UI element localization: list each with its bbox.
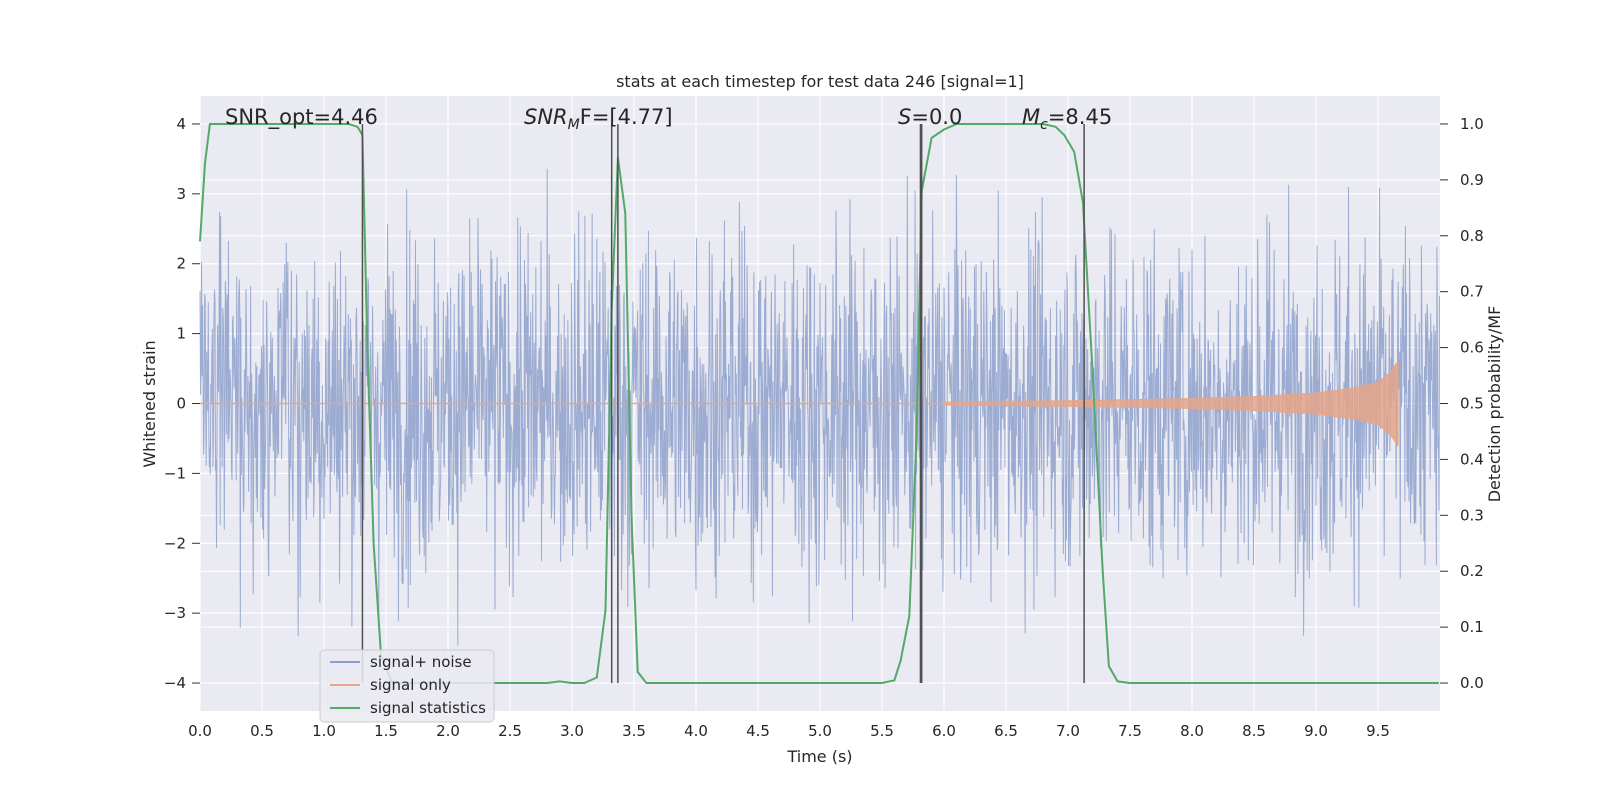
y-axis-left-label: Whitened strain — [140, 340, 159, 467]
snr-mf-base: SNR — [524, 105, 568, 129]
x-tick-label: 2.0 — [436, 722, 460, 740]
snr-mf-sub: M — [568, 117, 580, 133]
x-tick-label: 6.5 — [994, 722, 1018, 740]
x-tick-label: 3.0 — [560, 722, 584, 740]
x-tick-label: 3.5 — [622, 722, 646, 740]
s-rest: =0.0 — [911, 105, 962, 129]
snr-mf-rest: F=[4.77] — [580, 105, 673, 129]
annotation-snr-mf: SNRMF=[4.77] — [524, 105, 673, 133]
y-right-tick-label: 0.6 — [1460, 339, 1484, 357]
y-left-tick-label: 2 — [176, 255, 186, 273]
x-tick-label: 8.5 — [1242, 722, 1266, 740]
y-right-tick-label: 0.1 — [1460, 618, 1484, 636]
y-left-tick-label: −3 — [164, 604, 186, 622]
y-right-tick-label: 0.9 — [1460, 171, 1484, 189]
y-right-tick-label: 0.4 — [1460, 450, 1484, 468]
annotation-mc: Mc=8.45 — [1022, 105, 1112, 133]
x-tick-labels: 0.0 0.5 1.0 1.5 2.0 2.5 3.0 3.5 4.0 4.5 5.0 5.5 6.0 6… — [188, 722, 1390, 740]
annotation-snr-opt: SNR_opt=4.46 — [225, 105, 378, 130]
y-left-tick-labels: 4 3 2 1 0 −1 −2 −3 −4 — [164, 115, 200, 692]
x-tick-label: 4.0 — [684, 722, 708, 740]
y-right-tick-label: 0.8 — [1460, 227, 1484, 245]
y-right-tick-label: 1.0 — [1460, 115, 1484, 133]
x-tick-label: 1.5 — [374, 722, 398, 740]
y-left-tick-label: 0 — [176, 395, 186, 413]
signal-statistics-series — [199, 123, 1439, 684]
legend-label-stats: signal statistics — [370, 699, 486, 717]
y-left-tick-label: 3 — [176, 185, 186, 203]
y-right-tick-label: 0.7 — [1460, 283, 1484, 301]
y-axis-right-label: Detection probability/MF — [1485, 306, 1504, 503]
y-left-tick-label: 4 — [176, 115, 186, 133]
x-tick-label: 9.0 — [1304, 722, 1328, 740]
x-tick-label: 5.5 — [870, 722, 894, 740]
y-right-tick-labels: 1.0 0.9 0.8 0.7 0.6 0.5 0.4 0.3 0.2 0.1 0.0 — [1440, 115, 1484, 692]
legend-box — [319, 649, 495, 723]
signal-noise-line — [199, 168, 1440, 646]
signal-only-series — [200, 360, 1399, 447]
x-tick-label: 8.0 — [1180, 722, 1204, 740]
mc-rest: =8.45 — [1048, 105, 1112, 129]
annotation-s: S=0.0 — [898, 105, 962, 129]
legend-label-signal: signal only — [370, 676, 451, 694]
x-tick-label: 0.5 — [250, 722, 274, 740]
y-right-tick-label: 0.0 — [1460, 674, 1484, 692]
y-right-tick-label: 0.5 — [1460, 395, 1484, 413]
y-left-tick-label: −1 — [164, 464, 186, 482]
y-left-tick-label: −2 — [164, 534, 186, 552]
signal-noise-series — [199, 168, 1440, 646]
x-tick-label: 9.5 — [1366, 722, 1390, 740]
y-right-tick-label: 0.2 — [1460, 562, 1484, 580]
mc-sub: c — [1040, 117, 1048, 133]
x-tick-label: 5.0 — [808, 722, 832, 740]
x-tick-label: 6.0 — [932, 722, 956, 740]
y-left-tick-label: 1 — [176, 325, 186, 343]
mc-var: M — [1022, 105, 1040, 129]
legend: signal+ noise signal only signal statist… — [319, 649, 495, 723]
chart-title: stats at each timestep for test data 246… — [616, 72, 1024, 91]
x-tick-label: 0.0 — [188, 722, 212, 740]
x-tick-label: 1.0 — [312, 722, 336, 740]
x-tick-label: 7.5 — [1118, 722, 1142, 740]
signal-statistics-line — [199, 123, 1439, 684]
x-axis-label: Time (s) — [786, 747, 852, 766]
legend-label-noise: signal+ noise — [370, 653, 472, 671]
vertical-markers — [361, 123, 1085, 684]
x-tick-label: 4.5 — [746, 722, 770, 740]
s-var: S — [898, 105, 911, 129]
x-tick-label: 7.0 — [1056, 722, 1080, 740]
y-left-tick-label: −4 — [164, 674, 186, 692]
x-tick-label: 2.5 — [498, 722, 522, 740]
y-right-tick-label: 0.3 — [1460, 506, 1484, 524]
